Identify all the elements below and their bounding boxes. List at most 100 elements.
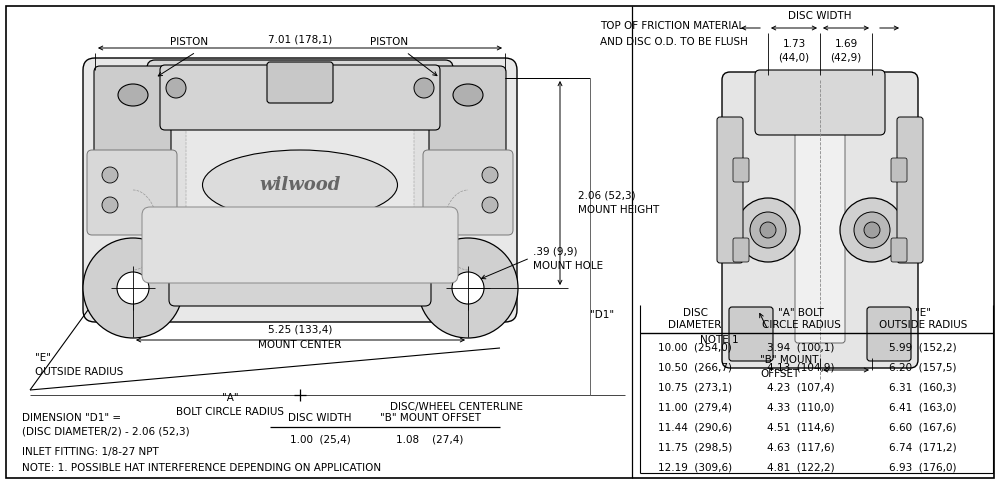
Text: 11.75  (298,5): 11.75 (298,5) (658, 443, 732, 453)
Text: 4.23  (107,4): 4.23 (107,4) (767, 383, 835, 393)
FancyBboxPatch shape (169, 249, 431, 306)
Text: 10.75  (273,1): 10.75 (273,1) (658, 383, 732, 393)
Text: 4.81  (122,2): 4.81 (122,2) (767, 463, 835, 473)
Text: MOUNT CENTER: MOUNT CENTER (258, 340, 342, 350)
Text: "E": "E" (35, 353, 51, 363)
Text: AND DISC O.D. TO BE FLUSH: AND DISC O.D. TO BE FLUSH (600, 37, 748, 47)
Text: .39 (9,9): .39 (9,9) (533, 247, 578, 257)
Text: 6.74  (171,2): 6.74 (171,2) (889, 443, 957, 453)
Text: "B" MOUNT OFFSET: "B" MOUNT OFFSET (380, 413, 480, 423)
Circle shape (760, 222, 776, 238)
Text: "A" BOLT: "A" BOLT (778, 308, 824, 318)
FancyBboxPatch shape (722, 72, 918, 368)
Circle shape (854, 212, 890, 248)
Text: OUTSIDE RADIUS: OUTSIDE RADIUS (879, 320, 967, 330)
Text: 5.25 (133,4): 5.25 (133,4) (268, 325, 332, 335)
FancyBboxPatch shape (94, 66, 171, 173)
Text: wilwood: wilwood (259, 176, 341, 194)
Text: BOLT CIRCLE RADIUS: BOLT CIRCLE RADIUS (176, 407, 284, 417)
FancyBboxPatch shape (267, 62, 333, 103)
FancyBboxPatch shape (423, 150, 513, 235)
Text: DIMENSION "D1" =: DIMENSION "D1" = (22, 413, 121, 423)
Ellipse shape (118, 84, 148, 106)
Text: INLET FITTING: 1/8-27 NPT: INLET FITTING: 1/8-27 NPT (22, 447, 159, 457)
Text: 5.99  (152,2): 5.99 (152,2) (889, 343, 957, 353)
Text: 12.19  (309,6): 12.19 (309,6) (658, 463, 732, 473)
Text: (44,0): (44,0) (778, 53, 810, 63)
Text: 4.51  (114,6): 4.51 (114,6) (767, 423, 835, 433)
Text: 1.00  (25,4): 1.00 (25,4) (290, 435, 350, 445)
Text: "A": "A" (222, 393, 238, 403)
Text: 10.50  (266,7): 10.50 (266,7) (658, 363, 732, 373)
Text: TOP OF FRICTION MATERIAL: TOP OF FRICTION MATERIAL (600, 21, 744, 31)
FancyBboxPatch shape (160, 65, 440, 130)
Circle shape (482, 197, 498, 213)
Text: 6.41  (163,0): 6.41 (163,0) (889, 403, 957, 413)
Text: PISTON: PISTON (370, 37, 408, 47)
Text: OUTSIDE RADIUS: OUTSIDE RADIUS (35, 367, 123, 377)
Text: "B" MOUNT: "B" MOUNT (760, 355, 818, 365)
Text: DIAMETER: DIAMETER (668, 320, 722, 330)
Text: DISC: DISC (682, 308, 708, 318)
FancyBboxPatch shape (891, 238, 907, 262)
FancyBboxPatch shape (717, 117, 743, 263)
Text: MOUNT HOLE: MOUNT HOLE (533, 261, 603, 271)
Text: 3.94  (100,1): 3.94 (100,1) (767, 343, 835, 353)
Text: DISC WIDTH: DISC WIDTH (788, 11, 852, 21)
Text: 11.00  (279,4): 11.00 (279,4) (658, 403, 732, 413)
FancyBboxPatch shape (891, 158, 907, 182)
Circle shape (750, 212, 786, 248)
Text: MOUNT HEIGHT: MOUNT HEIGHT (578, 205, 659, 215)
Circle shape (102, 197, 118, 213)
FancyBboxPatch shape (729, 307, 773, 361)
FancyBboxPatch shape (186, 116, 414, 214)
Ellipse shape (202, 150, 398, 220)
FancyBboxPatch shape (733, 158, 749, 182)
Text: "E": "E" (915, 308, 931, 318)
Circle shape (418, 238, 518, 338)
FancyBboxPatch shape (147, 60, 453, 181)
Text: 1.69: 1.69 (834, 39, 858, 49)
Text: 11.44  (290,6): 11.44 (290,6) (658, 423, 732, 433)
Text: 1.73: 1.73 (782, 39, 806, 49)
Text: 6.20  (157,5): 6.20 (157,5) (889, 363, 957, 373)
Text: "D1": "D1" (590, 310, 614, 320)
FancyBboxPatch shape (733, 238, 749, 262)
Text: 2.06 (52,3): 2.06 (52,3) (578, 190, 636, 200)
FancyBboxPatch shape (142, 207, 458, 283)
Text: 7.01 (178,1): 7.01 (178,1) (268, 35, 332, 45)
FancyBboxPatch shape (897, 117, 923, 263)
Ellipse shape (453, 84, 483, 106)
Circle shape (166, 78, 186, 98)
FancyBboxPatch shape (160, 105, 440, 245)
Text: NOTE: 1. POSSIBLE HAT INTERFERENCE DEPENDING ON APPLICATION: NOTE: 1. POSSIBLE HAT INTERFERENCE DEPEN… (22, 463, 381, 473)
Text: 4.13  (104,9): 4.13 (104,9) (767, 363, 835, 373)
Text: 6.31  (160,3): 6.31 (160,3) (889, 383, 957, 393)
FancyBboxPatch shape (795, 72, 845, 343)
Text: 1.08    (27,4): 1.08 (27,4) (396, 435, 464, 445)
Circle shape (452, 272, 484, 304)
Circle shape (414, 78, 434, 98)
Text: CIRCLE RADIUS: CIRCLE RADIUS (762, 320, 840, 330)
Text: 4.33  (110,0): 4.33 (110,0) (767, 403, 835, 413)
Text: 10.00  (254,0): 10.00 (254,0) (658, 343, 732, 353)
FancyBboxPatch shape (867, 307, 911, 361)
Text: PISTON: PISTON (170, 37, 208, 47)
Circle shape (83, 238, 183, 338)
FancyBboxPatch shape (755, 70, 885, 135)
Circle shape (482, 167, 498, 183)
Text: (DISC DIAMETER/2) - 2.06 (52,3): (DISC DIAMETER/2) - 2.06 (52,3) (22, 427, 190, 437)
Text: DISC/WHEEL CENTERLINE: DISC/WHEEL CENTERLINE (390, 402, 523, 412)
Circle shape (102, 167, 118, 183)
Text: (42,9): (42,9) (830, 53, 862, 63)
Text: 6.93  (176,0): 6.93 (176,0) (889, 463, 957, 473)
FancyBboxPatch shape (87, 150, 177, 235)
Text: 6.60  (167,6): 6.60 (167,6) (889, 423, 957, 433)
Circle shape (864, 222, 880, 238)
Text: 4.63  (117,6): 4.63 (117,6) (767, 443, 835, 453)
Text: DISC WIDTH: DISC WIDTH (288, 413, 352, 423)
Text: OFFSET: OFFSET (760, 369, 799, 379)
Circle shape (117, 272, 149, 304)
Circle shape (736, 198, 800, 262)
FancyBboxPatch shape (429, 66, 506, 173)
